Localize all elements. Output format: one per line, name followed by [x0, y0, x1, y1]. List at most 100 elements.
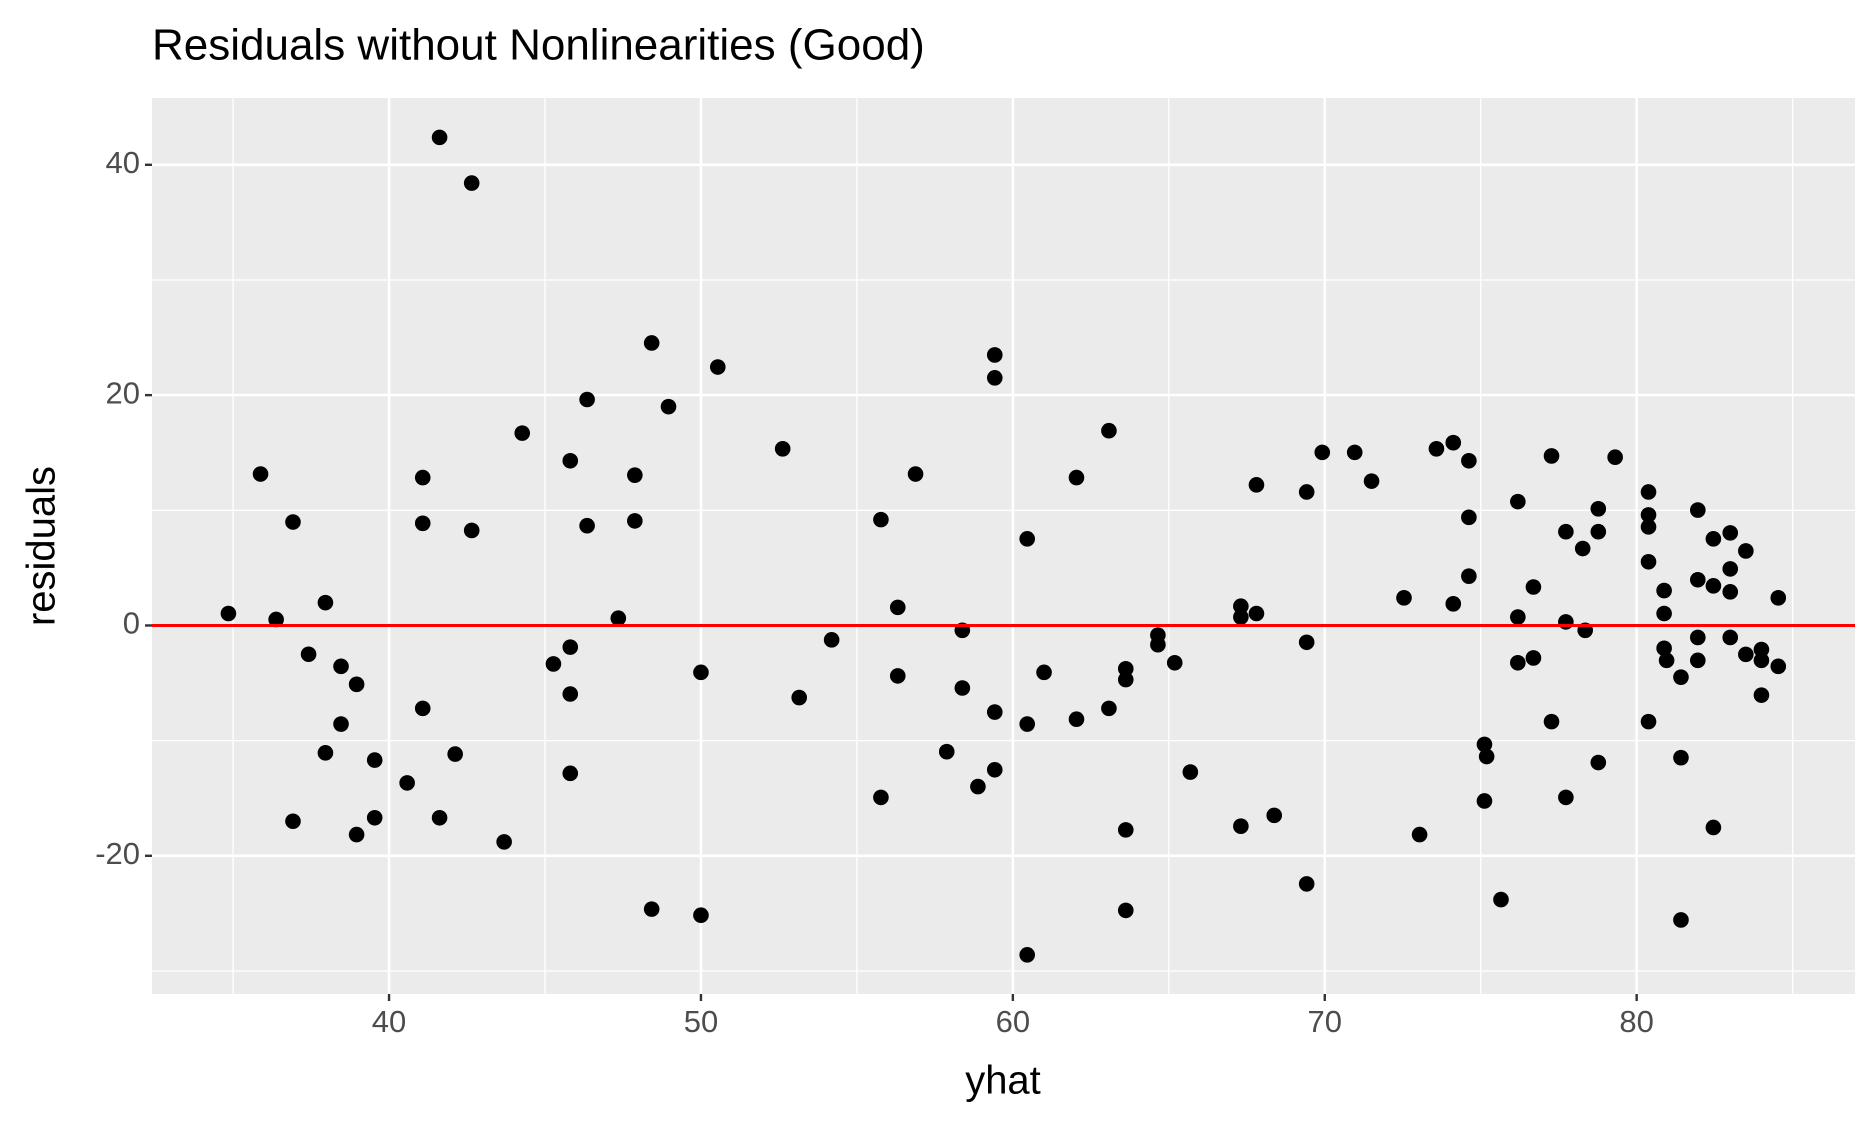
point	[1248, 605, 1265, 622]
point	[1510, 654, 1526, 671]
y-axis-title: residuals	[20, 466, 64, 626]
point	[610, 610, 627, 627]
point	[220, 605, 237, 622]
point	[252, 466, 269, 482]
point	[1690, 629, 1706, 646]
point	[1640, 519, 1657, 535]
point	[1117, 902, 1134, 919]
point	[1705, 531, 1722, 547]
x-tick-label: 70	[1308, 1004, 1342, 1039]
point	[1607, 449, 1623, 466]
point	[1461, 452, 1477, 469]
point	[366, 752, 383, 768]
point	[1117, 822, 1134, 838]
point	[1590, 523, 1607, 540]
point	[693, 907, 709, 924]
point	[1690, 502, 1706, 518]
point	[348, 826, 365, 843]
point	[1770, 590, 1787, 606]
point	[1101, 700, 1117, 717]
x-tick-label: 50	[684, 1004, 718, 1039]
point	[1673, 912, 1689, 928]
point	[317, 594, 334, 611]
point	[709, 359, 726, 375]
point	[317, 745, 334, 761]
point	[1590, 754, 1607, 771]
y-tick-label: 20	[106, 375, 140, 410]
point	[1411, 826, 1428, 843]
y-tick-label: 40	[106, 145, 140, 180]
point	[643, 335, 660, 351]
point	[1543, 713, 1560, 730]
point	[1314, 444, 1331, 461]
point	[1753, 652, 1770, 669]
point	[1738, 543, 1754, 559]
point	[1150, 636, 1166, 653]
point	[285, 514, 301, 530]
x-tick-label: 80	[1619, 1004, 1653, 1039]
point	[300, 646, 317, 663]
point	[562, 765, 579, 782]
point	[1019, 716, 1036, 732]
point	[414, 515, 431, 532]
point	[1510, 609, 1526, 625]
point	[1233, 598, 1249, 615]
y-tick-label: -20	[95, 836, 140, 871]
point	[791, 689, 808, 706]
x-tick-label: 40	[372, 1004, 406, 1039]
point	[514, 425, 531, 441]
point	[268, 611, 284, 628]
point	[1068, 469, 1085, 486]
point	[1363, 473, 1380, 489]
point	[1019, 947, 1036, 963]
point	[693, 664, 709, 681]
point	[643, 901, 660, 917]
point	[579, 517, 595, 534]
point	[889, 599, 906, 616]
point	[774, 440, 791, 457]
point	[1673, 669, 1689, 685]
point	[1233, 818, 1249, 835]
point	[431, 809, 448, 826]
point	[1068, 711, 1085, 728]
point	[938, 743, 955, 760]
point	[1590, 501, 1607, 517]
point	[431, 129, 448, 146]
point	[1428, 440, 1445, 457]
point	[1574, 540, 1591, 557]
point	[970, 778, 986, 795]
point	[414, 469, 431, 486]
point	[1101, 422, 1117, 439]
point	[1019, 531, 1036, 547]
point	[1396, 590, 1412, 606]
point	[447, 746, 463, 762]
point	[954, 680, 971, 696]
point	[562, 639, 579, 655]
point	[1722, 584, 1739, 600]
point	[1640, 507, 1657, 523]
point	[1166, 654, 1183, 671]
point	[1753, 641, 1770, 658]
point	[463, 175, 480, 191]
point	[1248, 477, 1265, 493]
point	[873, 511, 889, 528]
point	[1558, 789, 1574, 806]
point	[562, 452, 579, 469]
point	[463, 522, 480, 539]
point	[333, 716, 349, 732]
point	[1673, 749, 1689, 766]
point	[1510, 493, 1526, 510]
point	[1525, 579, 1542, 595]
y-tick-label: 0	[123, 606, 140, 641]
point	[1658, 652, 1675, 669]
point	[562, 686, 579, 702]
point	[1640, 713, 1657, 730]
point	[1266, 807, 1283, 824]
point	[1478, 748, 1495, 765]
point	[986, 761, 1003, 778]
point	[496, 834, 512, 850]
point	[1640, 484, 1657, 500]
x-tick-label: 60	[996, 1004, 1030, 1039]
point	[1753, 687, 1770, 703]
point	[627, 513, 643, 529]
